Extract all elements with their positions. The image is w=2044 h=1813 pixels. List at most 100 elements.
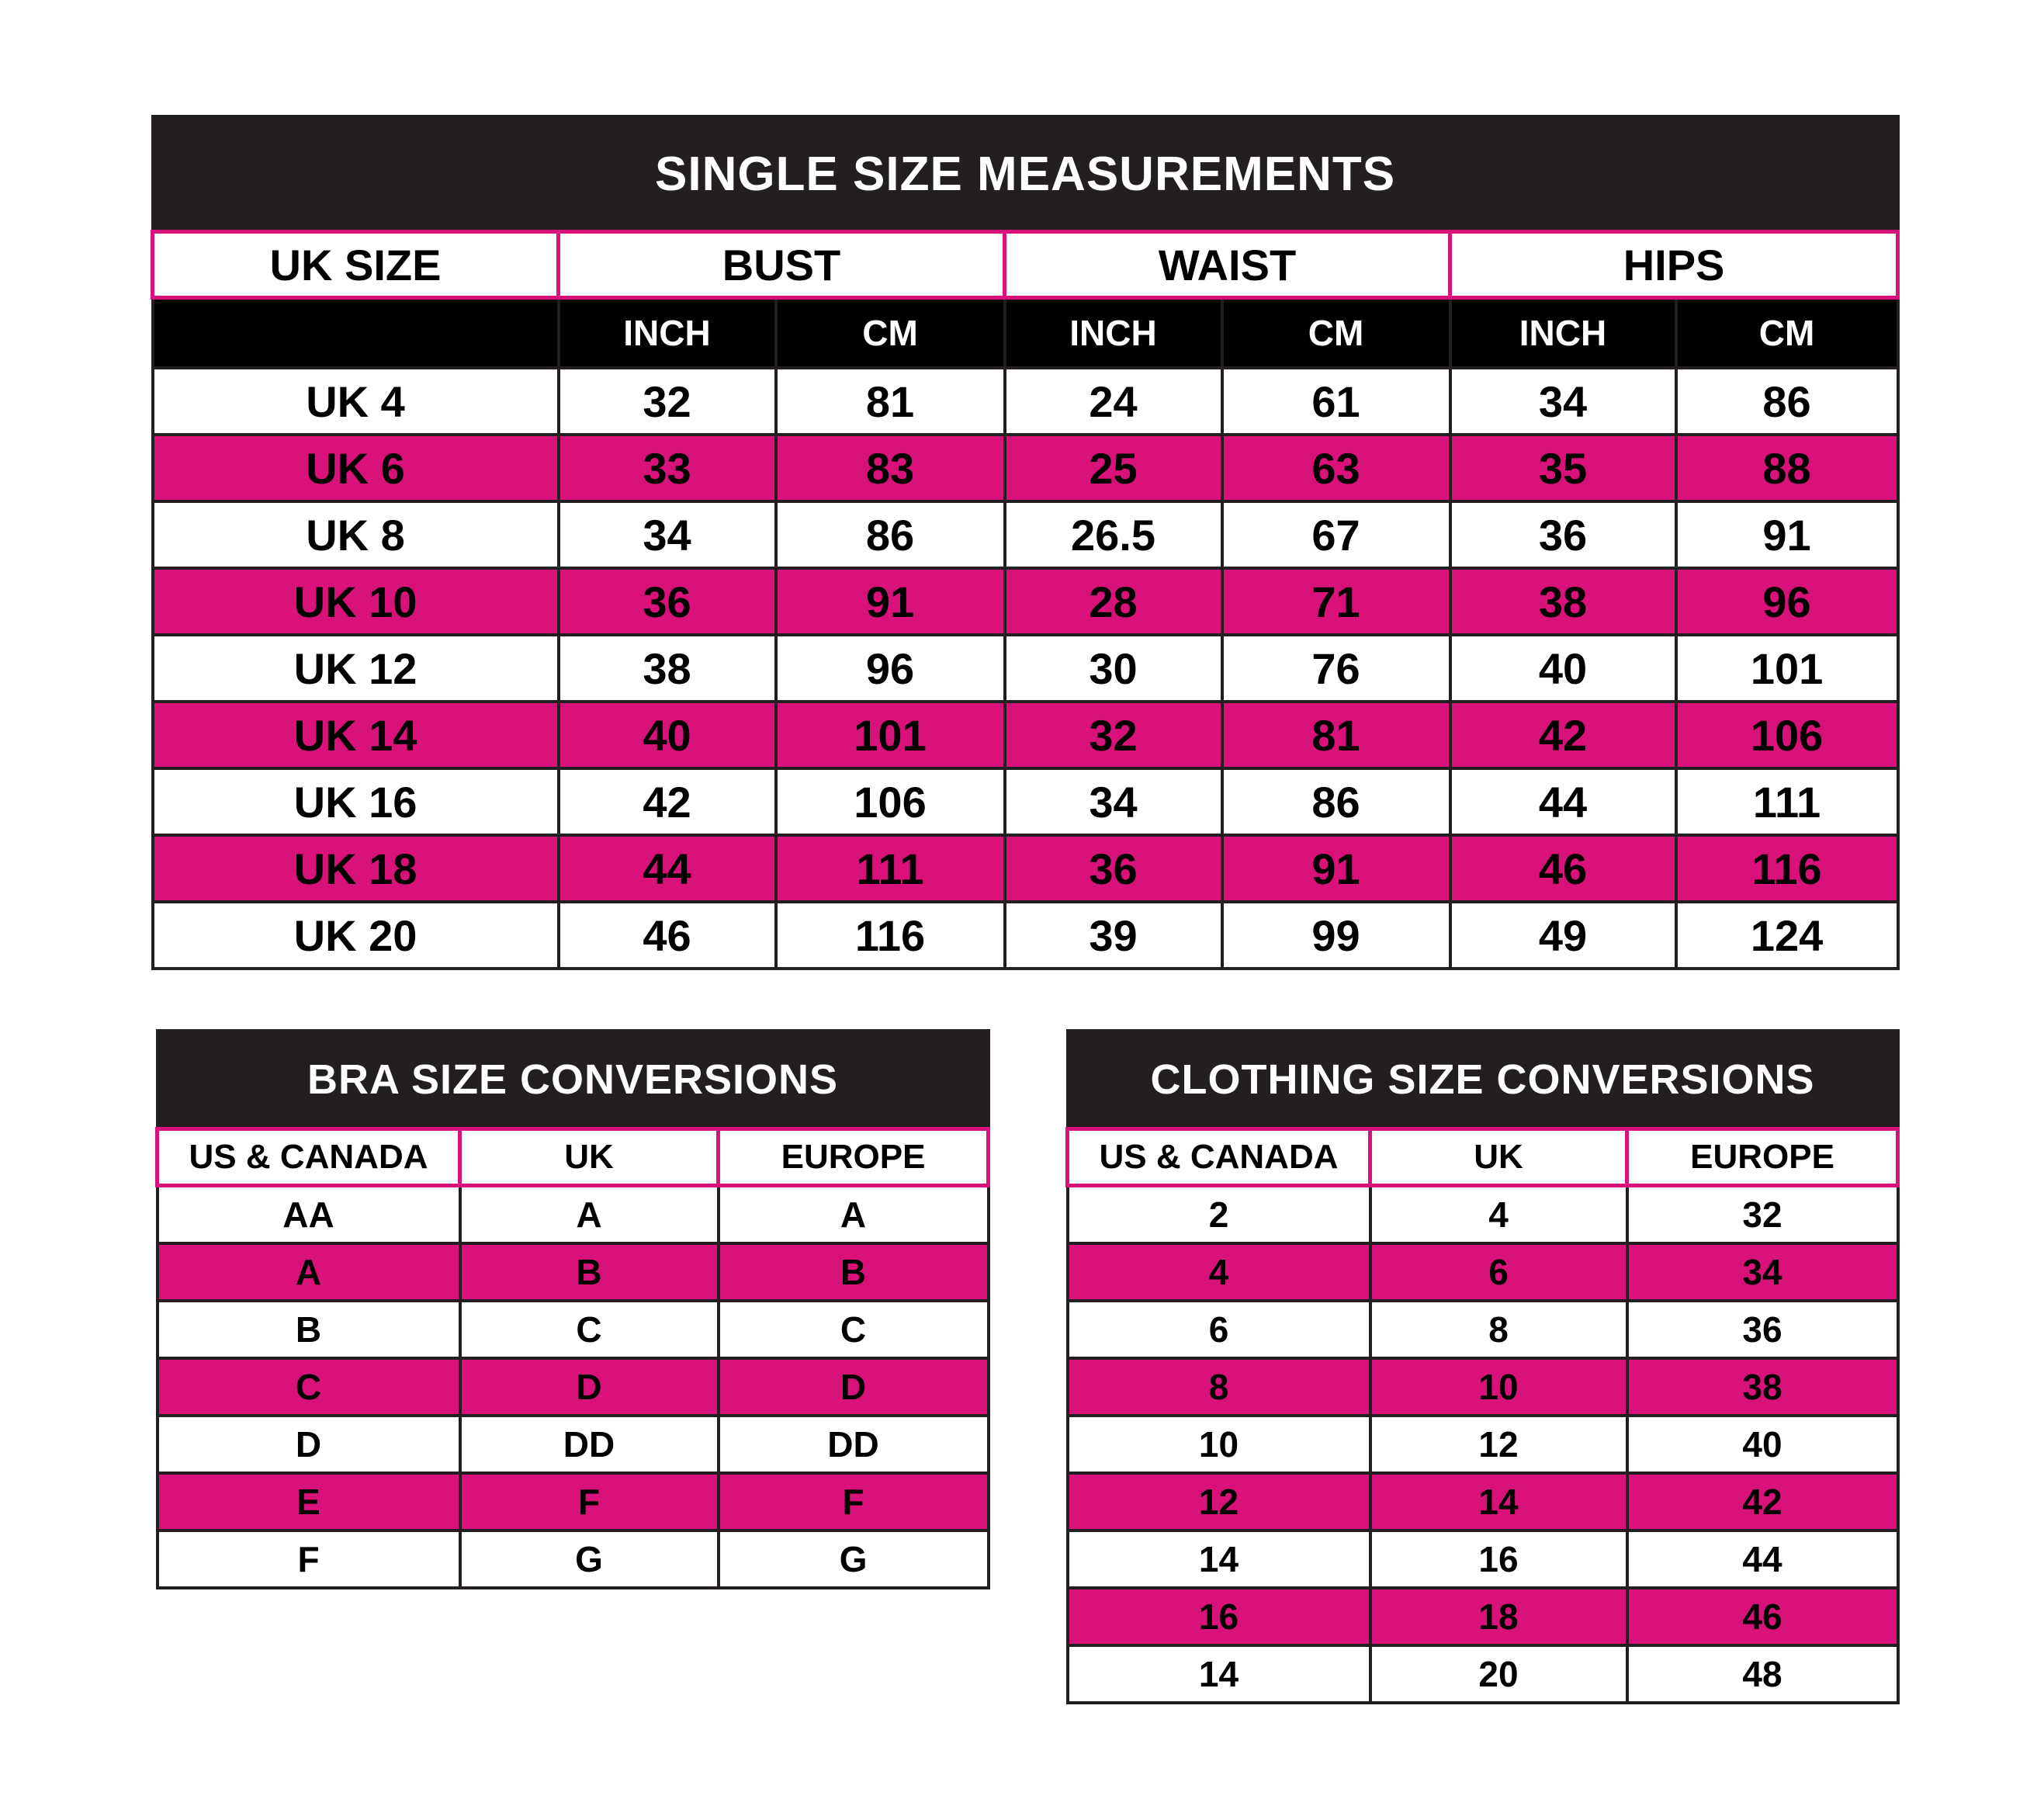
table-row: UK 18 44 111 36 91 46 116 bbox=[151, 834, 1900, 903]
table-cell: 10 bbox=[1368, 1357, 1629, 1417]
table-cell: AA bbox=[155, 1184, 462, 1245]
table-row: UK 4 32 81 24 61 34 86 bbox=[151, 366, 1900, 436]
table-cell: 46 bbox=[1625, 1586, 1900, 1647]
table-cell: 86 bbox=[1220, 767, 1452, 837]
single-size-measurements-table: SINGLE SIZE MEASUREMENTS UK SIZE BUST WA… bbox=[151, 115, 1900, 970]
table-cell: 12 bbox=[1368, 1414, 1629, 1475]
unit-header: CM bbox=[774, 296, 1006, 369]
table-cell: 36 bbox=[1448, 500, 1678, 570]
table-cell: 61 bbox=[1220, 366, 1452, 436]
table-cell: 124 bbox=[1674, 900, 1900, 970]
table-cell: 42 bbox=[1625, 1472, 1900, 1532]
table-cell: UK 16 bbox=[151, 767, 560, 837]
table-row: UK 14 40 101 32 81 42 106 bbox=[151, 700, 1900, 770]
unit-header: INCH bbox=[1003, 296, 1224, 369]
table-row: 8 10 38 bbox=[1065, 1357, 1900, 1417]
table-cell: 38 bbox=[1625, 1357, 1900, 1417]
table-cell: 88 bbox=[1674, 433, 1900, 503]
table-cell: 32 bbox=[556, 366, 778, 436]
table-cell: 86 bbox=[1674, 366, 1900, 436]
column-header: US & CANADA bbox=[155, 1127, 462, 1187]
table-cell: 91 bbox=[774, 567, 1006, 636]
table-cell: 99 bbox=[1220, 900, 1452, 970]
table-row: UK 6 33 83 25 63 35 88 bbox=[151, 433, 1900, 503]
table-cell: 81 bbox=[1220, 700, 1452, 770]
table-cell: 16 bbox=[1065, 1586, 1372, 1647]
table-cell: 96 bbox=[774, 633, 1006, 703]
table-cell: 48 bbox=[1625, 1644, 1900, 1704]
table-row: D DD DD bbox=[155, 1414, 990, 1475]
table-cell: C bbox=[458, 1299, 720, 1360]
table-cell: C bbox=[716, 1299, 990, 1360]
table-cell: 67 bbox=[1220, 500, 1452, 570]
table-cell: 106 bbox=[774, 767, 1006, 837]
table-row: 6 8 36 bbox=[1065, 1299, 1900, 1360]
table-row: UK 10 36 91 28 71 38 96 bbox=[151, 567, 1900, 636]
table-cell: 14 bbox=[1065, 1644, 1372, 1704]
unit-header: CM bbox=[1674, 296, 1900, 369]
table-cell: DD bbox=[716, 1414, 990, 1475]
table-cell: 49 bbox=[1448, 900, 1678, 970]
table-cell: 20 bbox=[1368, 1644, 1629, 1704]
table-cell: 6 bbox=[1065, 1299, 1372, 1360]
table-cell: 4 bbox=[1368, 1184, 1629, 1245]
unit-header bbox=[151, 296, 560, 369]
table-cell: 44 bbox=[556, 834, 778, 903]
table-cell: 14 bbox=[1368, 1472, 1629, 1532]
table-cell: DD bbox=[458, 1414, 720, 1475]
table-cell: UK 4 bbox=[151, 366, 560, 436]
table-cell: 46 bbox=[556, 900, 778, 970]
clothing-size-conversions-table: CLOTHING SIZE CONVERSIONS US & CANADA UK E… bbox=[1065, 1029, 1900, 1704]
table-cell: UK 6 bbox=[151, 433, 560, 503]
column-header-bust: BUST bbox=[556, 230, 1006, 300]
table-cell: 12 bbox=[1065, 1472, 1372, 1532]
table-cell: B bbox=[155, 1299, 462, 1360]
table-cell: 16 bbox=[1368, 1529, 1629, 1589]
table-row: UK 16 42 106 34 86 44 111 bbox=[151, 767, 1900, 837]
table-cell: C bbox=[155, 1357, 462, 1417]
table-cell: 32 bbox=[1625, 1184, 1900, 1245]
table-cell: 8 bbox=[1065, 1357, 1372, 1417]
table-cell: UK 12 bbox=[151, 633, 560, 703]
table-cell: UK 20 bbox=[151, 900, 560, 970]
table-cell: 83 bbox=[774, 433, 1006, 503]
table-cell: A bbox=[155, 1242, 462, 1302]
table-cell: 46 bbox=[1448, 834, 1678, 903]
table-row: UK 20 46 116 39 99 49 124 bbox=[151, 900, 1900, 970]
table-title: BRA SIZE CONVERSIONS bbox=[155, 1029, 990, 1131]
table-cell: 38 bbox=[1448, 567, 1678, 636]
table-row: UK 12 38 96 30 76 40 101 bbox=[151, 633, 1900, 703]
column-header-uk-size: UK SIZE bbox=[151, 230, 560, 300]
unit-header: INCH bbox=[1448, 296, 1678, 369]
table-cell: 8 bbox=[1368, 1299, 1629, 1360]
table-cell: 18 bbox=[1368, 1586, 1629, 1647]
table-cell: 28 bbox=[1003, 567, 1224, 636]
table-row: 10 12 40 bbox=[1065, 1414, 1900, 1475]
table-cell: D bbox=[716, 1357, 990, 1417]
table-cell: 33 bbox=[556, 433, 778, 503]
table-cell: 32 bbox=[1003, 700, 1224, 770]
table-cell: D bbox=[458, 1357, 720, 1417]
table-cell: F bbox=[458, 1472, 720, 1532]
table-cell: 42 bbox=[556, 767, 778, 837]
table-cell: 96 bbox=[1674, 567, 1900, 636]
column-header: EUROPE bbox=[1624, 1127, 1900, 1187]
table-row: 14 16 44 bbox=[1065, 1529, 1900, 1589]
table-cell: G bbox=[716, 1529, 990, 1589]
column-header-hips: HIPS bbox=[1447, 230, 1900, 300]
table-cell: F bbox=[716, 1472, 990, 1532]
table-cell: F bbox=[155, 1529, 462, 1589]
table-cell: 63 bbox=[1220, 433, 1452, 503]
table-cell: 14 bbox=[1065, 1529, 1372, 1589]
table-cell: UK 8 bbox=[151, 500, 560, 570]
table-cell: 34 bbox=[1003, 767, 1224, 837]
table-cell: 36 bbox=[1625, 1299, 1900, 1360]
table-cell: 24 bbox=[1003, 366, 1224, 436]
table-cell: 81 bbox=[774, 366, 1006, 436]
table-cell: A bbox=[716, 1184, 990, 1245]
column-header: EUROPE bbox=[715, 1127, 991, 1187]
